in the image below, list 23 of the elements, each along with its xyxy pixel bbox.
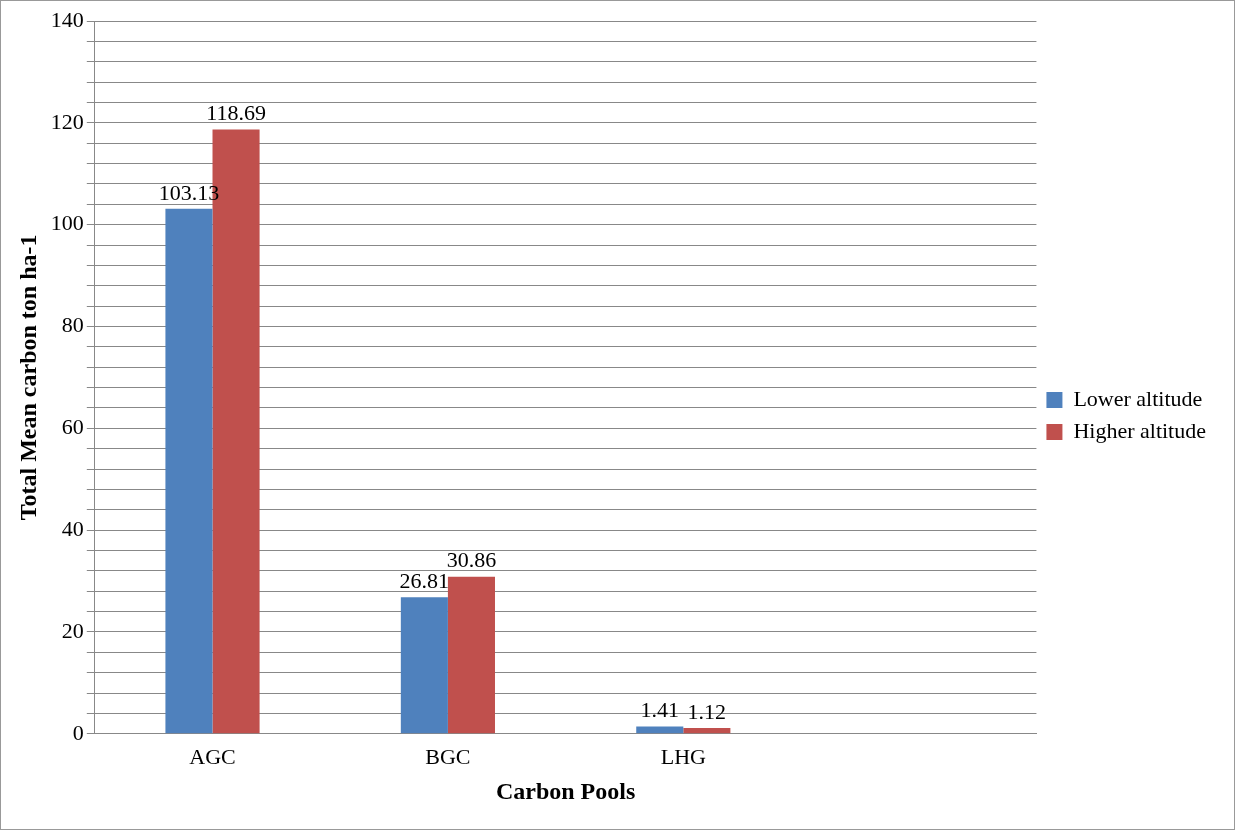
x-axis-title: Carbon Pools	[495, 777, 636, 804]
bar	[400, 597, 448, 734]
y-tick-label: 0	[72, 719, 84, 745]
y-tick-label: 60	[61, 414, 84, 440]
legend-label: Higher altitude	[1073, 417, 1207, 443]
bar	[683, 728, 731, 734]
y-tick-label: 120	[50, 108, 84, 134]
legend-label: Lower altitude	[1073, 385, 1203, 411]
y-tick-label: 40	[61, 515, 84, 541]
y-tick-label: 100	[50, 210, 84, 236]
x-tick-label: LHG	[660, 743, 707, 769]
x-tick-label: BGC	[425, 743, 471, 769]
y-tick-label: 80	[61, 312, 84, 338]
data-label: 118.69	[206, 100, 266, 126]
bar	[636, 726, 684, 734]
y-axis-title: Total Mean carbon ton ha-1	[14, 234, 41, 521]
data-label: 1.41	[640, 697, 680, 723]
x-tick-label: AGC	[189, 743, 236, 769]
bar	[447, 576, 495, 734]
y-tick-label: 140	[50, 6, 84, 32]
data-label: 1.12	[687, 698, 727, 724]
y-tick-label: 20	[61, 617, 84, 643]
bar	[165, 208, 213, 734]
